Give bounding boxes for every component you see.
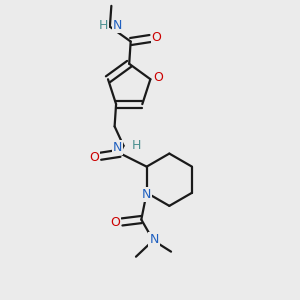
Text: O: O bbox=[152, 32, 161, 44]
Text: N: N bbox=[113, 141, 122, 154]
Text: N: N bbox=[141, 188, 151, 201]
Text: H: H bbox=[132, 139, 141, 152]
Text: N: N bbox=[149, 233, 159, 246]
Text: O: O bbox=[153, 71, 163, 84]
Text: O: O bbox=[89, 151, 99, 164]
Text: H: H bbox=[99, 19, 108, 32]
Text: O: O bbox=[110, 216, 120, 229]
Text: N: N bbox=[113, 19, 122, 32]
